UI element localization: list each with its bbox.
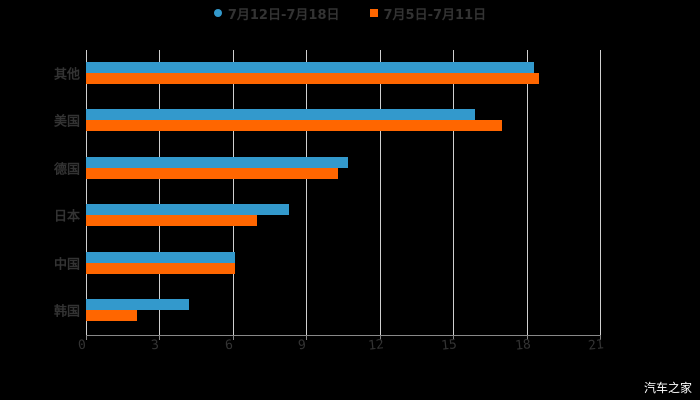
bar-series-1[interactable] <box>86 251 236 263</box>
bar-series-1[interactable] <box>86 204 290 216</box>
bar-series-1[interactable] <box>86 61 534 73</box>
bar-series-2[interactable] <box>86 72 539 84</box>
x-tick-label: 15 <box>440 337 458 354</box>
x-tick-label: 0 <box>77 337 87 354</box>
bar-series-1[interactable] <box>86 109 476 121</box>
gridline <box>86 50 87 335</box>
bar-series-2[interactable] <box>86 167 339 179</box>
x-tick <box>306 335 307 340</box>
bar-series-1[interactable] <box>86 156 348 168</box>
bar-series-2[interactable] <box>86 262 236 274</box>
category-label: 德国 <box>53 162 80 178</box>
x-tick-label: 12 <box>367 337 385 354</box>
bar-series-2[interactable] <box>86 215 258 227</box>
x-tick <box>159 335 160 340</box>
category-label: 日本 <box>53 209 80 225</box>
x-tick <box>86 335 87 340</box>
watermark: 汽车之家 <box>643 381 692 395</box>
chart-legend: 7月12日-7月18日 7月5日-7月11日 <box>0 3 700 23</box>
bar-series-1[interactable] <box>86 299 189 311</box>
gridline <box>380 50 381 335</box>
circle-marker-icon <box>213 9 222 17</box>
square-marker-icon <box>369 9 378 17</box>
bar-series-2[interactable] <box>86 120 503 132</box>
plot-area <box>86 50 601 335</box>
x-tick <box>527 335 528 340</box>
x-tick-label: 9 <box>297 337 307 354</box>
legend-item-series-1[interactable]: 7月12日-7月18日 <box>213 4 340 23</box>
legend-item-series-2[interactable]: 7月5日-7月11日 <box>369 4 487 23</box>
x-tick <box>380 335 381 340</box>
category-label: 美国 <box>53 114 80 130</box>
x-tick <box>233 335 234 340</box>
x-tick-label: 21 <box>587 337 605 354</box>
x-tick-label: 3 <box>150 337 160 354</box>
gridline <box>306 50 307 335</box>
gridline <box>233 50 234 335</box>
gridline <box>527 50 528 335</box>
bar-series-2[interactable] <box>86 310 138 322</box>
category-label: 韩国 <box>53 304 80 320</box>
gridline <box>453 50 454 335</box>
gridline <box>159 50 160 335</box>
x-tick <box>453 335 454 340</box>
category-label: 中国 <box>53 257 80 273</box>
gridline <box>600 50 601 335</box>
x-tick-label: 6 <box>224 337 234 354</box>
legend-label: 7月5日-7月11日 <box>383 7 487 23</box>
category-label: 其他 <box>53 67 80 83</box>
legend-label: 7月12日-7月18日 <box>227 7 340 23</box>
x-tick-label: 18 <box>514 337 532 354</box>
x-axis-line <box>86 335 600 336</box>
x-tick <box>600 335 601 340</box>
